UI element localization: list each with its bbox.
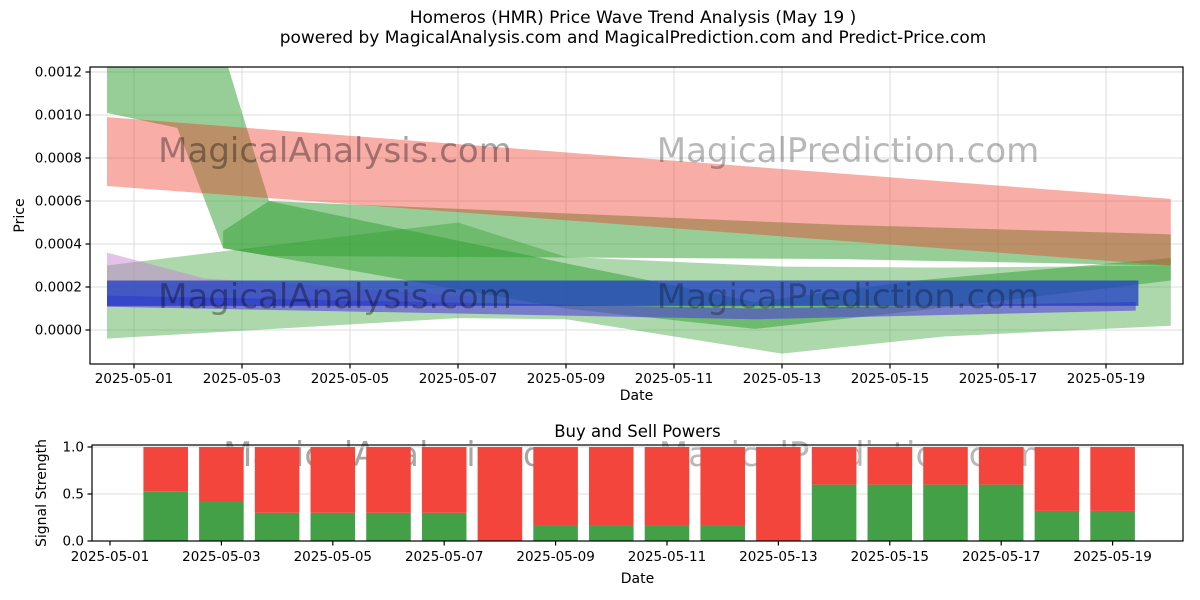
blue-band — [107, 280, 1139, 306]
buy-power-bar — [1090, 510, 1135, 541]
sell-power-bar — [533, 447, 578, 526]
buy-power-bar — [143, 491, 188, 541]
buy-power-bar — [700, 525, 745, 541]
bottom-plot-area: 2025-05-01 2025-05-03 2025-05-05 2025-05-07… — [34, 422, 1184, 587]
top-xaxis-label: Date — [620, 388, 653, 404]
sell-power-bar — [756, 447, 801, 541]
sell-power-bar — [310, 447, 356, 513]
sell-power-bar — [143, 447, 188, 492]
x-tick-label: 2025-05-07 — [405, 549, 483, 565]
y-tick-label: 0.0000 — [35, 323, 82, 339]
sell-power-bar — [589, 447, 634, 526]
x-tick-label: 2025-05-09 — [516, 549, 594, 565]
top-plot-border — [89, 66, 1184, 365]
x-tick-label: 2025-05-19 — [1067, 371, 1145, 387]
x-tick-label: 2025-05-09 — [527, 371, 605, 387]
x-tick-label: 2025-05-07 — [419, 371, 497, 387]
y-tick-label: 0.0010 — [35, 108, 82, 124]
sell-power-bar — [978, 447, 1024, 485]
x-tick-label: 2025-05-05 — [311, 371, 389, 387]
x-tick-label: 2025-05-13 — [739, 549, 817, 565]
x-tick-label: 2025-05-17 — [962, 549, 1040, 565]
top-yaxis-label: Price — [12, 198, 28, 232]
sell-power-bar — [1034, 447, 1080, 511]
sell-power-bar — [366, 447, 411, 513]
watermark-text: MagicalAnalysis.com — [158, 277, 512, 317]
sell-power-bar — [254, 447, 300, 513]
buy-power-bar — [923, 484, 968, 541]
bottom-chart-title: Buy and Sell Powers — [554, 422, 721, 441]
sell-power-bar — [1090, 447, 1135, 511]
sell-power-bar — [421, 447, 467, 513]
bottom-plot-border — [91, 444, 1184, 542]
buy-power-bar — [1034, 510, 1080, 541]
sell-power-bar — [644, 447, 690, 526]
bottom-yaxis-label: Signal Strength — [34, 439, 50, 547]
buy-power-bar — [310, 512, 356, 541]
watermark-text: MagicalPrediction.com — [657, 277, 1040, 317]
buy-power-bar — [254, 512, 300, 541]
y-tick-label: 0.0012 — [35, 65, 82, 81]
chart-title: Homeros (HMR) Price Wave Trend Analysis … — [409, 8, 857, 28]
sell-power-bar — [477, 447, 523, 541]
x-tick-label: 2025-05-03 — [203, 371, 281, 387]
trend-bands — [107, 67, 1171, 354]
x-tick-label: 2025-05-15 — [851, 371, 929, 387]
y-tick-label: 0.0006 — [35, 194, 82, 210]
x-tick-label: 2025-05-19 — [1073, 549, 1151, 565]
buy-power-bar — [978, 484, 1024, 541]
x-tick-label: 2025-05-01 — [95, 371, 173, 387]
sell-power-bar — [700, 447, 745, 526]
chart-subtitle: powered by MagicalAnalysis.com and Magic… — [279, 28, 987, 48]
buy-power-bar — [867, 484, 913, 541]
y-tick-label: 0.0 — [63, 534, 84, 550]
top-plot-area: 2025-05-01 2025-05-03 2025-05-05 2025-05-07… — [12, 65, 1184, 404]
sell-power-bar — [867, 447, 913, 485]
x-tick-label: 2025-05-11 — [635, 371, 713, 387]
steep-green-band — [107, 67, 1171, 266]
bottom-xaxis-label: Date — [621, 571, 654, 587]
x-tick-label: 2025-05-11 — [628, 549, 706, 565]
y-tick-label: 0.5 — [63, 487, 84, 503]
x-tick-label: 2025-05-03 — [182, 549, 260, 565]
y-tick-label: 1.0 — [63, 440, 84, 456]
buy-power-bar — [811, 484, 857, 541]
x-tick-label: 2025-05-01 — [71, 549, 149, 565]
buy-power-bar — [421, 512, 467, 541]
buy-power-bar — [589, 525, 634, 541]
x-tick-label: 2025-05-17 — [959, 371, 1037, 387]
watermark-text: MagicalAnalysis.com — [158, 131, 512, 171]
buy-power-bar — [199, 501, 244, 541]
x-tick-label: 2025-05-15 — [851, 549, 929, 565]
sell-power-bar — [811, 447, 857, 485]
y-tick-label: 0.0002 — [35, 280, 82, 296]
y-tick-label: 0.0004 — [35, 237, 82, 253]
red-band — [107, 117, 1171, 266]
x-tick-label: 2025-05-05 — [294, 549, 372, 565]
buy-power-bar — [644, 525, 690, 541]
buy-power-bar — [366, 512, 411, 541]
buy-power-bar — [533, 525, 578, 541]
x-tick-label: 2025-05-13 — [743, 371, 821, 387]
y-tick-label: 0.0008 — [35, 151, 82, 167]
sell-power-bar — [923, 447, 968, 485]
watermark-text: MagicalPrediction.com — [657, 131, 1040, 171]
chart-title-block: Homeros (HMR) Price Wave Trend Analysis … — [0, 8, 1200, 48]
sell-power-bar — [199, 447, 244, 502]
